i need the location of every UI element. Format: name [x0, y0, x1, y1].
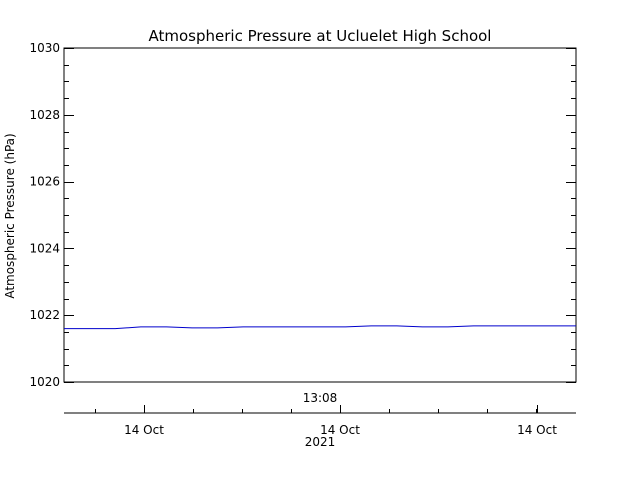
y-tick-label: 1028: [29, 108, 60, 122]
date-tick-label: 14 Oct: [124, 423, 164, 437]
y-axis-ticks: 1020 1022 1024 1026 1028 1030: [29, 41, 576, 389]
chart-title: Atmospheric Pressure at Ucluelet High Sc…: [149, 27, 492, 45]
year-label: 2021: [305, 435, 336, 449]
y-tick-label: 1022: [29, 308, 60, 322]
date-tick-label: 14 Oct: [320, 423, 360, 437]
pressure-series-line: [64, 325, 576, 330]
time-label: 13:08: [303, 391, 338, 405]
y-axis-label: Atmospheric Pressure (hPa): [3, 133, 17, 298]
plot-frame: [63, 47, 577, 383]
y-tick-label: 1030: [29, 41, 60, 55]
y-tick-label: 1020: [29, 375, 60, 389]
date-tick-label: 14 Oct: [517, 423, 557, 437]
y-tick-label: 1024: [29, 241, 60, 255]
y-tick-label: 1026: [29, 175, 60, 189]
date-axis-ticks: 14 Oct 14 Oct 14 Oct: [95, 405, 557, 437]
